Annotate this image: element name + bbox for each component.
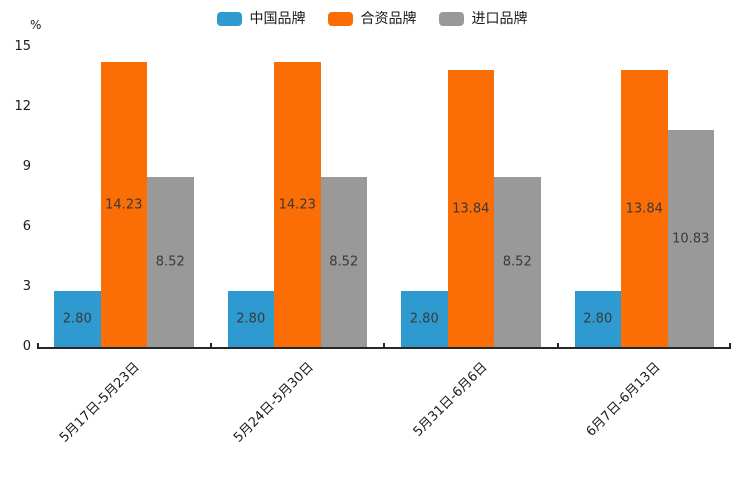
- x-axis-tick: [37, 343, 39, 349]
- bar-series1-group3: 13.84: [621, 70, 668, 347]
- x-axis-tick: [556, 343, 559, 349]
- legend-item-1[interactable]: 合资品牌: [327, 10, 417, 28]
- y-tick-label: 3: [22, 279, 31, 294]
- bar-value-label: 14.23: [105, 197, 143, 213]
- bar-value-label: 2.80: [62, 311, 92, 327]
- plot-area: 0 3 6 9 12 15 2.80 14.23 8.52 5月17日-5月23日 2.80 14.2…: [14, 39, 731, 446]
- bar-series2-group3: 10.83: [667, 130, 714, 347]
- legend-swatch-icon: [438, 12, 464, 26]
- bar-series2-group1: 8.52: [320, 176, 367, 347]
- x-category-label: 6月7日-6月13日: [583, 359, 664, 440]
- legend-label: 进口品牌: [471, 11, 528, 27]
- bar-series1-group0: 14.23: [100, 62, 147, 347]
- y-tick-label: 0: [22, 339, 31, 354]
- y-tick-label: 12: [14, 99, 31, 114]
- x-category-label: 5月17日-5月23日: [57, 359, 144, 446]
- bar-value-label: 13.84: [452, 201, 490, 217]
- bar-series2-group0: 8.52: [147, 176, 194, 347]
- bar-value-label: 13.84: [625, 201, 663, 217]
- bar-series1-group1: 14.23: [274, 62, 321, 347]
- bar-series0-group0: 2.80: [54, 291, 101, 347]
- y-tick-label: 15: [14, 39, 31, 54]
- x-category-label: 5月24日-5月30日: [230, 359, 317, 446]
- legend-item-2[interactable]: 进口品牌: [438, 10, 528, 28]
- bar-value-label: 2.80: [236, 311, 266, 327]
- legend-label: 合资品牌: [360, 11, 417, 27]
- bar-value-label: 10.83: [672, 231, 710, 247]
- chart-legend: 中国品牌 合资品牌 进口品牌: [0, 10, 744, 28]
- x-axis-tick: [383, 343, 385, 349]
- bar-series0-group3: 2.80: [574, 291, 621, 347]
- bar-series2-group2: 8.52: [494, 176, 541, 347]
- legend-swatch-icon: [327, 12, 353, 26]
- bar-value-label: 2.80: [409, 311, 439, 327]
- y-tick-label: 9: [22, 159, 31, 174]
- bar-series0-group1: 2.80: [227, 291, 274, 347]
- bar-value-label: 2.80: [583, 311, 613, 327]
- bar-series0-group2: 2.80: [401, 291, 448, 347]
- bar-value-label: 8.52: [155, 254, 185, 270]
- x-axis-tick: [209, 343, 212, 349]
- bar-value-label: 8.52: [329, 254, 359, 270]
- legend-item-0[interactable]: 中国品牌: [216, 10, 306, 28]
- x-category-label: 5月31日-6月6日: [410, 359, 491, 440]
- legend-label: 中国品牌: [249, 11, 306, 27]
- bar-value-label: 14.23: [278, 197, 316, 213]
- legend-swatch-icon: [216, 12, 242, 26]
- bar-series1-group2: 13.84: [447, 70, 494, 347]
- bar-value-label: 8.52: [502, 254, 532, 270]
- y-axis-unit-label: %: [30, 18, 42, 32]
- x-axis-tick: [729, 343, 731, 349]
- y-tick-label: 6: [22, 219, 31, 234]
